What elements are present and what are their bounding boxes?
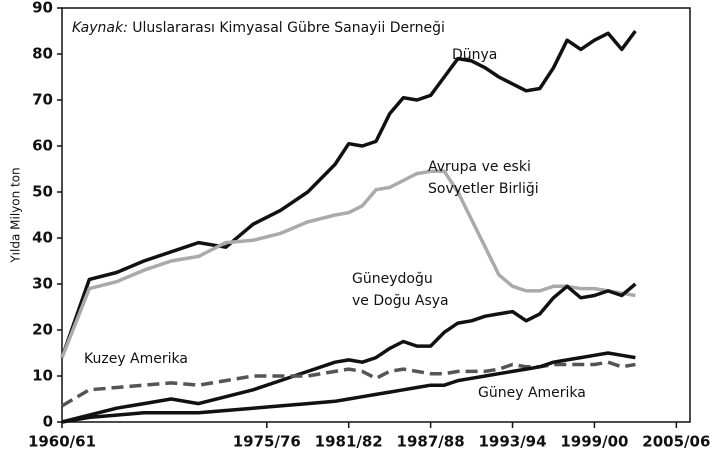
- y-axis-label: Yılda Milyon ton: [9, 167, 23, 263]
- y-tick-label: 60: [32, 137, 53, 155]
- x-tick-label: 1987/88: [397, 433, 465, 451]
- y-tick-label: 80: [32, 45, 53, 63]
- series-line: [60, 29, 637, 359]
- x-tick-label: 1993/94: [478, 433, 546, 451]
- plot-frame: [61, 7, 691, 423]
- source: Kaynak: Uluslararası Kimyasal Gübre Sana…: [72, 20, 445, 36]
- y-tick-label: 20: [32, 321, 53, 339]
- series-line: [60, 169, 636, 359]
- y-tick-label: 10: [32, 367, 53, 385]
- y-tick-label: 40: [32, 229, 53, 247]
- y-tick-label: 90: [32, 0, 53, 17]
- y-tick-label: 50: [32, 183, 53, 201]
- source-text: Uluslararası Kimyasal Gübre Sanayii Dern…: [132, 20, 445, 36]
- x-tick-label: 1975/76: [233, 433, 301, 451]
- y-tick-label: 30: [32, 275, 53, 293]
- series-label: Kuzey Amerika: [84, 351, 188, 367]
- series-label: Avrupa ve eski Sovyetler Birliği: [428, 159, 539, 197]
- y-tick-label: 0: [43, 413, 53, 431]
- series-line: [61, 351, 636, 424]
- series-label: Güneydoğu ve Doğu Asya: [352, 271, 449, 309]
- x-tick-label: 1999/00: [560, 433, 628, 451]
- series-label: Dünya: [452, 47, 498, 63]
- series-line: [61, 282, 637, 424]
- y-tick-label: 70: [32, 91, 53, 109]
- x-tick-label: 1981/82: [315, 433, 383, 451]
- series-label: Güney Amerika: [478, 385, 586, 401]
- source-label: Kaynak:: [72, 20, 128, 36]
- series-line: [61, 360, 636, 408]
- x-tick-label: 1960/61: [28, 433, 96, 451]
- x-tick-label: 2005/06: [642, 433, 710, 451]
